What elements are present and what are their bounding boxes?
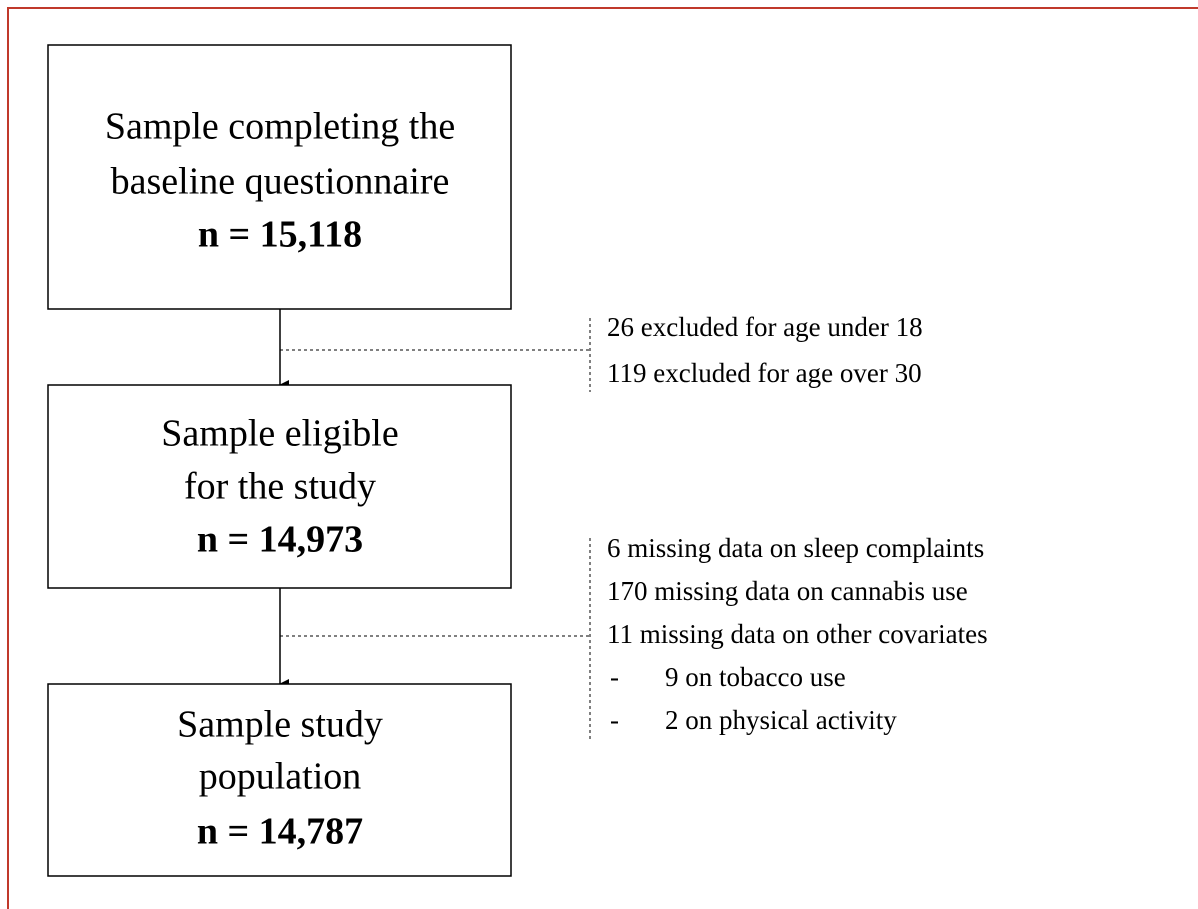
exclusion-text: 26 excluded for age under 18 [607, 312, 923, 342]
box [47, 44, 512, 310]
exclusion-text: 6 missing data on sleep complaints [607, 533, 984, 563]
box-label: population [199, 756, 362, 798]
box-count: n = 14,973 [197, 519, 363, 561]
box-label: for the study [184, 466, 376, 508]
box [47, 683, 512, 877]
exclusion-text: 119 excluded for age over 30 [607, 358, 922, 388]
box-count: n = 15,118 [198, 214, 362, 256]
exclusion-subitem: 2 on physical activity [665, 705, 897, 735]
frame [7, 7, 1198, 909]
box-label: Sample study [177, 704, 383, 746]
bullet: - [610, 705, 619, 735]
exclusion-text: 11 missing data on other covariates [607, 619, 988, 649]
bullet: - [610, 662, 619, 692]
box-count: n = 14,787 [197, 811, 363, 853]
box-label: baseline questionnaire [111, 161, 450, 203]
exclusion-text: 170 missing data on cannabis use [607, 576, 968, 606]
exclusion-subitem: 9 on tobacco use [665, 662, 846, 692]
box-label: Sample completing the [105, 106, 455, 148]
box-label: Sample eligible [161, 413, 398, 455]
box [47, 384, 512, 589]
